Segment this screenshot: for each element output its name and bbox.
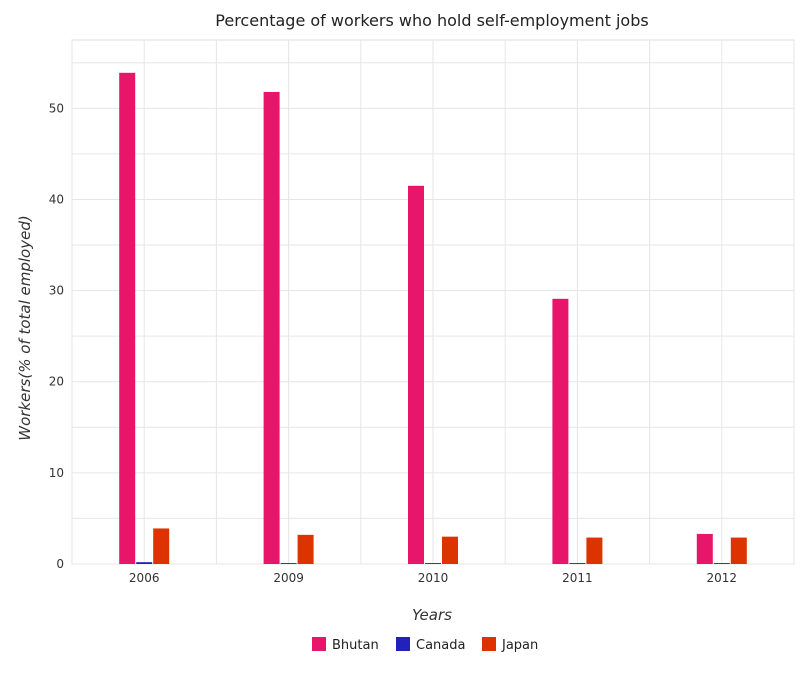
x-axis-label: Years bbox=[412, 606, 452, 624]
bar-bhutan-2010 bbox=[408, 185, 424, 564]
x-tick-label: 2012 bbox=[707, 571, 738, 585]
x-tick-label: 2009 bbox=[273, 571, 304, 585]
y-tick-label: 30 bbox=[49, 284, 64, 298]
y-tick-label: 40 bbox=[49, 192, 64, 206]
y-axis-label: Workers(% of total employed) bbox=[16, 215, 34, 440]
y-tick-label: 20 bbox=[49, 375, 64, 389]
bar-japan-2011 bbox=[586, 537, 603, 564]
legend-label-bhutan: Bhutan bbox=[332, 638, 379, 653]
bar-canada-2006 bbox=[136, 562, 153, 564]
axes: 0 10 20 30 40 50 2006 2009 2010 2011 2012 bbox=[49, 101, 737, 585]
legend-swatch-canada bbox=[396, 637, 410, 651]
bar-bhutan-2006 bbox=[119, 72, 136, 565]
bar-japan-2012 bbox=[730, 537, 747, 564]
bar-canada-2010 bbox=[425, 563, 441, 564]
y-tick-label: 50 bbox=[49, 101, 64, 115]
y-tick-label: 0 bbox=[56, 557, 64, 571]
legend-swatch-japan bbox=[482, 637, 496, 651]
bar-canada-2011 bbox=[569, 563, 586, 564]
legend: Bhutan Canada Japan bbox=[312, 637, 538, 653]
bar-canada-2012 bbox=[713, 563, 730, 564]
bar-japan-2010 bbox=[442, 536, 458, 564]
chart-title: Percentage of workers who hold self-empl… bbox=[215, 11, 648, 30]
bar-canada-2009 bbox=[280, 563, 297, 564]
x-tick-label: 2011 bbox=[562, 571, 593, 585]
bar-bhutan-2011 bbox=[552, 298, 569, 564]
x-tick-label: 2010 bbox=[418, 571, 449, 585]
bar-bhutan-2009 bbox=[263, 91, 280, 565]
y-tick-label: 10 bbox=[49, 466, 64, 480]
legend-label-japan: Japan bbox=[501, 638, 538, 653]
grid bbox=[71, 39, 795, 565]
bars bbox=[119, 72, 747, 565]
legend-swatch-bhutan bbox=[312, 637, 326, 651]
legend-label-canada: Canada bbox=[416, 638, 465, 653]
bar-japan-2009 bbox=[297, 534, 314, 564]
bar-japan-2006 bbox=[153, 528, 170, 564]
bar-bhutan-2012 bbox=[696, 533, 713, 564]
x-tick-label: 2006 bbox=[129, 571, 160, 585]
